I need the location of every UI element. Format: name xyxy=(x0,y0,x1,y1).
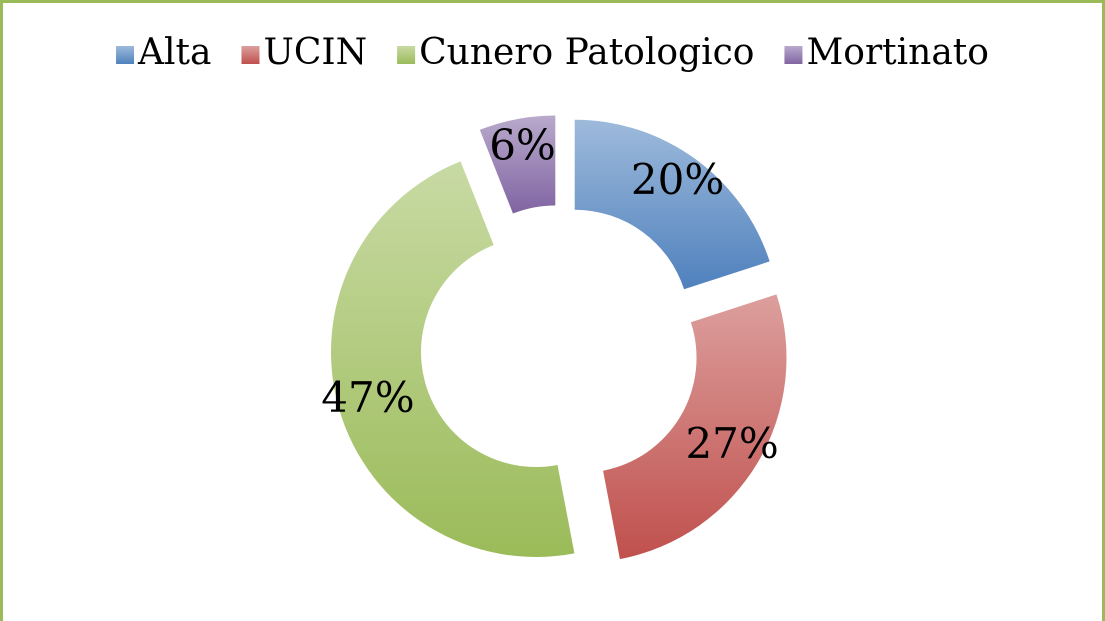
legend-label: Alta xyxy=(137,32,211,73)
donut-slice xyxy=(330,161,575,557)
donut-slice xyxy=(574,119,770,290)
donut-slice xyxy=(479,115,556,214)
donut-slice xyxy=(603,294,787,560)
legend-label: UCIN xyxy=(263,32,367,73)
data-label: 47% xyxy=(321,373,414,422)
legend-swatch xyxy=(116,46,135,64)
data-label: 27% xyxy=(685,419,778,468)
legend-swatch xyxy=(397,46,416,64)
legend-swatch xyxy=(784,46,803,64)
legend-swatch xyxy=(241,46,260,64)
legend-label: Mortinato xyxy=(806,32,989,73)
legend-label: Cunero Patologico xyxy=(419,32,754,73)
data-label: 6% xyxy=(489,121,556,170)
data-label: 20% xyxy=(631,155,724,204)
